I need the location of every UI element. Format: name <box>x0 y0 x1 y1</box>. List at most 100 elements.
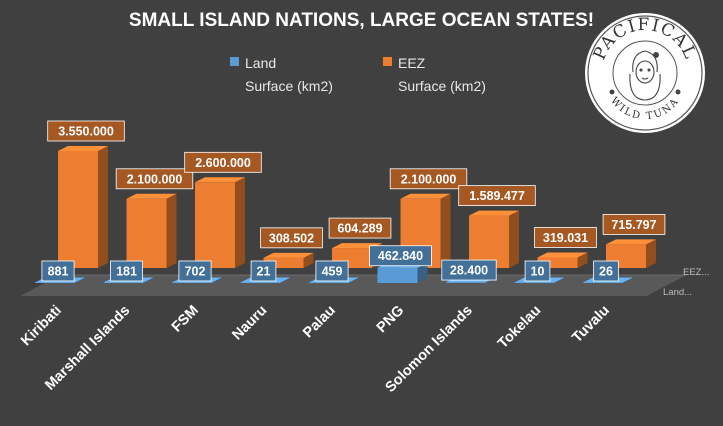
legend-land-line2: Surface (km2) <box>245 78 333 94</box>
eez-bar-5-top <box>400 193 451 199</box>
eez-bar-1 <box>126 198 167 268</box>
land-bar-7 <box>514 282 555 283</box>
eez-bar-3 <box>263 257 304 268</box>
land-data-label-1-text: 181 <box>116 264 137 278</box>
legend-label-eez: EEZ Surface (km2) <box>398 52 508 98</box>
land-data-label-5-text: 462.840 <box>378 249 423 263</box>
legend-item-land: Land Surface (km2) <box>230 52 355 98</box>
land-data-label-0: 881 <box>41 260 75 282</box>
eez-bar-2-side <box>235 177 245 268</box>
land-data-label-4-text: 459 <box>322 264 343 278</box>
eez-bar-3-side <box>303 252 314 268</box>
eez-bar-7-side <box>577 252 588 268</box>
eez-data-label-4-text: 604.289 <box>337 222 382 236</box>
category-label-4: Palau <box>300 303 339 342</box>
eez-bar-1-side <box>166 193 177 268</box>
eez-bar-7 <box>537 257 578 268</box>
eez-data-label-3-text: 308.502 <box>269 231 314 245</box>
eez-data-label-1-text: 2.100.000 <box>127 172 183 186</box>
eez-bar-0-top <box>58 146 108 151</box>
land-data-label-5-box <box>369 245 432 267</box>
land-bar-8 <box>583 282 623 283</box>
land-data-label-1: 181 <box>110 260 144 282</box>
legend-land-line1: Land <box>245 55 277 71</box>
chart-title: SMALL ISLAND NATIONS, LARGE OCEAN STATES… <box>128 10 595 31</box>
legend-eez-line1: EEZ <box>398 55 426 71</box>
eez-data-label-8: 715.797 <box>602 214 666 235</box>
land-bar-2 <box>172 282 212 283</box>
legend-item-eez: EEZ Surface (km2) <box>383 52 508 98</box>
land-data-label-7-text: 10 <box>531 264 545 278</box>
eez-bar-5-side <box>440 193 451 268</box>
eez-data-label-4-box <box>328 217 392 239</box>
eez-data-label-6: 1.589.477 <box>458 185 536 207</box>
eez-data-label-0-text: 3.550.000 <box>58 125 114 139</box>
eez-data-label-2-text: 2.600.000 <box>195 156 251 170</box>
category-label-8: Tuvalu <box>569 303 613 347</box>
logo-portrait <box>629 50 661 101</box>
eez-data-label-8-text: 715.797 <box>611 218 656 232</box>
land-data-label-8-text: 26 <box>599 264 613 278</box>
land-bar-0-side <box>75 277 85 283</box>
eez-bar-6 <box>469 215 509 268</box>
eez-bar-6-top <box>469 210 519 216</box>
land-data-label-8: 26 <box>593 260 619 282</box>
eez-data-label-5: 2.100.000 <box>389 168 468 190</box>
eez-data-label-1-box <box>115 168 194 190</box>
eez-bar-0-side <box>98 146 108 268</box>
eez-data-label-7-box <box>534 227 597 248</box>
land-data-label-3: 21 <box>250 260 277 282</box>
eez-bar-2 <box>195 182 235 268</box>
land-data-label-2-text: 702 <box>185 264 206 278</box>
land-data-label-8-box <box>593 260 619 282</box>
eez-bar-1-top <box>126 193 177 199</box>
land-bar-5-side <box>417 262 428 283</box>
category-label-7: Tokelau <box>495 303 544 352</box>
land-data-label-7: 10 <box>524 260 551 282</box>
land-bar-3 <box>240 282 281 283</box>
depth-axis-label-eez: EEZ... <box>683 267 709 278</box>
legend-swatch-eez <box>383 57 392 66</box>
category-label-3: Nauru <box>229 303 270 344</box>
eez-data-label-0-box <box>47 120 125 142</box>
category-label-5: PNG <box>374 303 408 337</box>
eez-bar-3-top <box>263 252 314 258</box>
land-data-label-5: 462.840 <box>369 245 432 267</box>
category-label-0: Kiribati <box>18 303 65 350</box>
eez-data-label-7: 319.031 <box>534 227 597 248</box>
legend-eez-line2: Surface (km2) <box>398 78 486 94</box>
land-bar-0 <box>35 282 75 283</box>
eez-data-label-2: 2.600.000 <box>184 151 262 173</box>
eez-data-label-5-text: 2.100.000 <box>401 172 457 186</box>
logo-flowers <box>609 52 681 95</box>
eez-bar-0 <box>58 151 98 268</box>
land-data-label-0-text: 881 <box>48 264 69 278</box>
land-data-label-0-box <box>41 260 75 282</box>
legend-swatch-land <box>230 57 239 66</box>
land-bar-6 <box>446 282 486 283</box>
eez-bar-2-top <box>195 177 245 183</box>
land-data-label-4-box <box>315 260 349 282</box>
land-bar-2-side <box>212 277 222 283</box>
land-bar-1 <box>103 282 144 283</box>
land-bar-5 <box>377 267 418 283</box>
land-data-label-6-text: 28.400 <box>450 264 488 278</box>
land-data-label-6-box <box>441 259 497 281</box>
pacifical-logo: PACIFICAL WILD TUNA <box>585 13 705 133</box>
land-data-label-3-text: 21 <box>257 264 271 278</box>
eez-data-label-5-box <box>389 168 468 190</box>
land-data-label-3-box <box>250 260 277 282</box>
eez-bar-6-side <box>509 210 519 268</box>
eez-data-label-0: 3.550.000 <box>47 120 125 142</box>
chart-legend: Land Surface (km2) EEZ Surface (km2) <box>230 52 508 98</box>
land-data-label-6: 28.400 <box>441 259 497 281</box>
legend-label-land: Land Surface (km2) <box>245 52 355 98</box>
eez-bar-7-top <box>537 252 588 258</box>
land-data-label-4: 459 <box>315 260 349 282</box>
category-label-2: FSM <box>169 303 202 336</box>
land-data-label-2: 702 <box>178 260 212 282</box>
eez-data-label-8-box <box>602 214 666 235</box>
land-bar-3-side <box>280 277 291 283</box>
eez-data-label-4: 604.289 <box>328 217 392 239</box>
